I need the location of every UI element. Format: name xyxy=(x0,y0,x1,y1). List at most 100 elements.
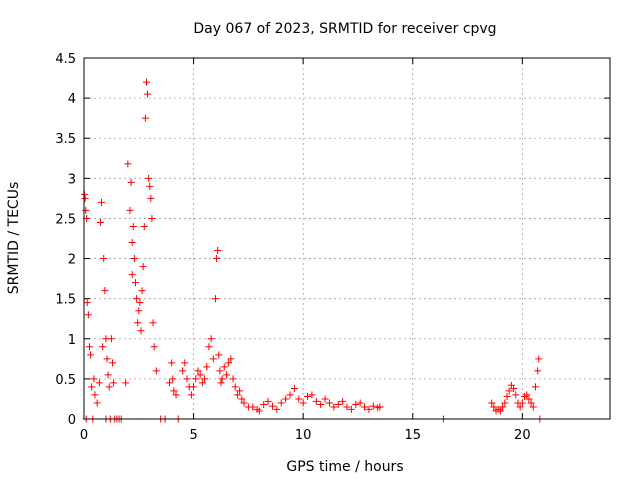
data-point xyxy=(198,379,206,387)
data-point xyxy=(488,399,496,407)
data-point xyxy=(268,402,276,410)
data-point xyxy=(229,375,237,383)
data-point xyxy=(518,399,526,407)
data-point xyxy=(104,371,112,379)
data-point xyxy=(90,375,98,383)
data-point xyxy=(183,375,191,383)
data-point xyxy=(227,355,235,363)
data-point xyxy=(91,391,99,399)
data-point xyxy=(169,375,177,383)
y-tick-label: 0 xyxy=(68,413,76,428)
y-tick-label: 2 xyxy=(68,253,76,268)
data-point xyxy=(132,279,140,287)
data-point xyxy=(181,359,189,367)
data-point xyxy=(136,299,144,307)
y-tick-label: 2.5 xyxy=(55,212,76,227)
data-point xyxy=(260,401,268,409)
data-point xyxy=(238,395,246,403)
data-point xyxy=(216,367,224,375)
data-point xyxy=(220,363,228,371)
data-point xyxy=(304,393,312,401)
ticks: 0 0.5 1 1.5 2 2.5 3 3.5 4 4.5 0 5 10 15 20 xyxy=(55,52,610,443)
data-point xyxy=(222,371,230,379)
data-point xyxy=(105,383,113,391)
data-point xyxy=(81,194,89,202)
data-point xyxy=(534,367,542,375)
y-tick-label: 3.5 xyxy=(55,132,76,147)
data-point xyxy=(83,299,91,307)
data-point xyxy=(516,403,524,411)
x-tick-label: 10 xyxy=(295,428,312,443)
data-point xyxy=(512,391,520,399)
data-point xyxy=(295,395,303,403)
data-point xyxy=(201,375,209,383)
data-point xyxy=(240,399,248,407)
data-point xyxy=(147,194,155,202)
data-point xyxy=(361,403,369,411)
data-point xyxy=(108,359,116,367)
data-point xyxy=(490,403,498,411)
data-point xyxy=(126,206,134,214)
data-point xyxy=(168,359,176,367)
data-point xyxy=(525,395,533,403)
data-point xyxy=(88,383,96,391)
data-point xyxy=(501,399,509,407)
data-point xyxy=(128,271,136,279)
data-point xyxy=(187,391,195,399)
y-tick-label: 1.5 xyxy=(55,293,76,308)
data-point xyxy=(129,222,137,230)
data-point xyxy=(172,391,180,399)
data-point xyxy=(144,90,152,98)
data-point xyxy=(100,255,108,263)
data-point xyxy=(134,319,142,327)
data-point xyxy=(82,206,90,214)
data-point xyxy=(122,379,130,387)
data-point xyxy=(135,307,143,315)
data-point xyxy=(249,403,257,411)
data-point xyxy=(365,405,373,413)
data-point xyxy=(218,375,226,383)
data-point xyxy=(146,182,154,190)
data-point xyxy=(273,405,281,413)
data-points xyxy=(80,78,544,423)
data-point xyxy=(190,383,198,391)
data-point xyxy=(139,263,147,271)
x-tick-label: 5 xyxy=(189,428,197,443)
data-point xyxy=(369,402,377,410)
data-point xyxy=(205,343,213,351)
data-point xyxy=(96,218,104,226)
data-point xyxy=(352,401,360,409)
data-point xyxy=(179,367,187,375)
data-point xyxy=(148,214,156,222)
data-point xyxy=(286,391,294,399)
chart-title: Day 067 of 2023, SRMTID for receiver cpv… xyxy=(193,21,496,37)
data-point xyxy=(290,385,298,393)
data-point xyxy=(142,78,150,86)
y-tick-label: 3 xyxy=(68,172,76,187)
data-point xyxy=(103,355,111,363)
data-point xyxy=(225,359,233,367)
data-point xyxy=(170,387,178,395)
data-point xyxy=(496,407,504,415)
data-point xyxy=(299,399,307,407)
data-point xyxy=(138,287,146,295)
data-point xyxy=(85,343,93,351)
data-point xyxy=(527,399,535,407)
data-point xyxy=(152,367,160,375)
data-point xyxy=(107,335,115,343)
data-point xyxy=(99,343,107,351)
y-axis-label: SRMTID / TECUs xyxy=(6,182,22,295)
data-point xyxy=(308,391,316,399)
data-point xyxy=(376,403,384,411)
data-point xyxy=(203,363,211,371)
data-point xyxy=(531,383,539,391)
data-point xyxy=(325,399,333,407)
y-tick-label: 0.5 xyxy=(55,373,76,388)
data-point xyxy=(277,399,285,407)
data-point xyxy=(192,375,200,383)
data-point xyxy=(535,355,543,363)
grid xyxy=(84,58,610,419)
data-point xyxy=(84,311,92,319)
y-tick-label: 1 xyxy=(68,333,76,348)
